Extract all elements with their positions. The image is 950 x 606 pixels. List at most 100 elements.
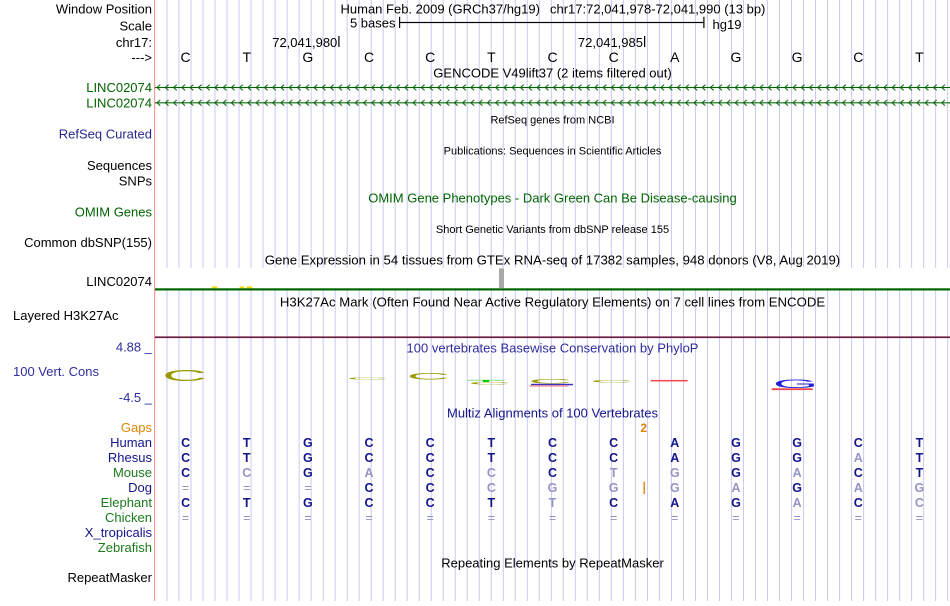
svg-text:C: C [609, 496, 618, 510]
svg-text:T: T [488, 451, 496, 465]
svg-text:G: G [303, 451, 313, 465]
svg-text:C: C [548, 436, 557, 450]
svg-text:Elephant: Elephant [101, 495, 153, 510]
svg-text:T: T [916, 451, 924, 465]
svg-text:T: T [549, 496, 557, 510]
svg-text:C: C [915, 496, 924, 510]
svg-text:C: C [242, 466, 251, 480]
svg-text:G: G [792, 481, 802, 495]
svg-text:72,041,985: 72,041,985 [578, 35, 643, 50]
svg-text:=: = [793, 511, 800, 525]
svg-text:T: T [488, 496, 496, 510]
svg-text:C: C [854, 466, 863, 480]
svg-text:G: G [609, 481, 619, 495]
svg-text:A: A [793, 496, 802, 510]
svg-text:C: C [468, 382, 511, 386]
svg-text:Dog: Dog [128, 480, 152, 495]
svg-text:G: G [731, 466, 741, 480]
svg-text:A: A [793, 466, 802, 480]
svg-text:Zebrafish: Zebrafish [98, 540, 152, 555]
svg-text:T: T [915, 49, 924, 65]
svg-text:C: C [609, 49, 619, 65]
svg-text:C: C [487, 481, 496, 495]
svg-text:T: T [243, 436, 251, 450]
svg-text:G: G [303, 466, 313, 480]
svg-text:C: C [854, 496, 863, 510]
svg-text:=: = [304, 481, 311, 495]
svg-text:A: A [670, 451, 679, 465]
svg-text:C: C [426, 496, 435, 510]
svg-text:chr17:: chr17: [116, 35, 152, 50]
svg-text:T: T [242, 49, 251, 65]
svg-text:Common dbSNP(155): Common dbSNP(155) [24, 235, 152, 250]
svg-text:G: G [303, 436, 313, 450]
svg-text:=: = [855, 511, 862, 525]
svg-text:C: C [162, 367, 207, 384]
svg-text:RefSeq Curated: RefSeq Curated [59, 127, 152, 142]
svg-text:=: = [243, 481, 250, 495]
svg-text:Gaps: Gaps [121, 420, 153, 435]
svg-text:X_tropicalis: X_tropicalis [85, 525, 153, 540]
svg-text:OMIM Genes: OMIM Genes [75, 205, 153, 220]
svg-text:T: T [488, 436, 496, 450]
svg-text:=: = [549, 511, 556, 525]
svg-text:C: C [365, 481, 374, 495]
svg-text:Window Position: Window Position [56, 1, 152, 16]
svg-text:G: G [303, 496, 313, 510]
svg-text:T: T [610, 466, 618, 480]
svg-text:T: T [243, 451, 251, 465]
svg-text:C: C [425, 49, 435, 65]
svg-text:A: A [731, 481, 740, 495]
svg-text:G: G [915, 481, 925, 495]
svg-text:C: C [609, 436, 618, 450]
svg-text:C: C [548, 466, 557, 480]
svg-text:A: A [670, 496, 679, 510]
svg-text:4.88 _: 4.88 _ [116, 340, 153, 355]
svg-text:G: G [731, 496, 741, 510]
svg-text:C: C [547, 49, 557, 65]
svg-text:A: A [670, 436, 679, 450]
svg-text:G: G [731, 436, 741, 450]
svg-text:H3K27Ac Mark (Often Found Near: H3K27Ac Mark (Often Found Near Active Re… [280, 295, 826, 310]
svg-text:A: A [670, 49, 680, 65]
svg-text:G: G [792, 436, 802, 450]
svg-text:G: G [548, 481, 558, 495]
svg-text:RefSeq genes from NCBI: RefSeq genes from NCBI [490, 115, 614, 127]
svg-text:C: C [528, 378, 572, 385]
svg-text:=: = [671, 511, 678, 525]
svg-text:C: C [609, 451, 618, 465]
svg-text:G: G [792, 49, 803, 65]
svg-text:chr17:72,041,978-72,041,990 (1: chr17:72,041,978-72,041,990 (13 bp) [550, 1, 765, 16]
svg-text:72,041,980: 72,041,980 [272, 35, 337, 50]
svg-text:=: = [610, 511, 617, 525]
svg-text:C: C [364, 49, 374, 65]
svg-text:Publications: Sequences in Sci: Publications: Sequences in Scientific Ar… [444, 146, 662, 158]
svg-text:C: C [365, 436, 374, 450]
svg-text:Gene Expression in 54 tissues: Gene Expression in 54 tissues from GTEx … [265, 253, 840, 268]
svg-text:A: A [854, 451, 863, 465]
svg-text:LINC02074: LINC02074 [86, 80, 152, 95]
svg-text:T: T [916, 466, 924, 480]
svg-text:Layered H3K27Ac: Layered H3K27Ac [13, 308, 119, 323]
svg-text:=: = [243, 511, 250, 525]
svg-text:Rhesus: Rhesus [108, 450, 153, 465]
svg-text:hg19: hg19 [713, 17, 742, 32]
svg-text:=: = [182, 511, 189, 525]
svg-text:G: G [731, 451, 741, 465]
svg-text:Scale: Scale [119, 18, 152, 33]
svg-text:C: C [346, 377, 389, 380]
svg-text:G: G [302, 49, 313, 65]
svg-text:T: T [243, 496, 251, 510]
svg-text:C: C [548, 451, 557, 465]
svg-text:Mouse: Mouse [113, 465, 152, 480]
svg-text:G: G [670, 481, 680, 495]
svg-text:Chicken: Chicken [105, 510, 152, 525]
svg-text:G: G [731, 49, 742, 65]
svg-text:C: C [854, 436, 863, 450]
svg-text:100 Vert. Cons: 100 Vert. Cons [13, 364, 99, 379]
svg-text:G: G [773, 378, 818, 391]
svg-text:C: C [181, 49, 191, 65]
svg-text:=: = [732, 511, 739, 525]
svg-text:C: C [853, 49, 863, 65]
svg-text:SNPs: SNPs [119, 174, 153, 189]
